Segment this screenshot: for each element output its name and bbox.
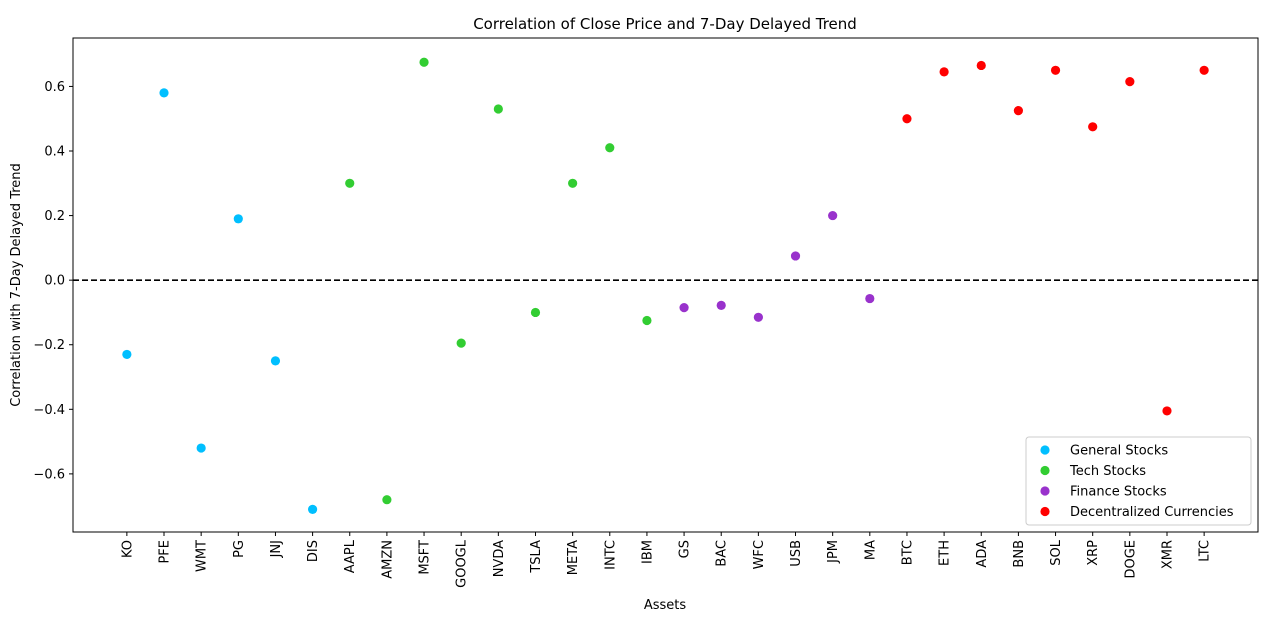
y-tick-label: −0.4 <box>33 403 65 418</box>
x-tick-label: MA <box>863 540 878 560</box>
data-point <box>1088 122 1098 132</box>
legend-box <box>1025 436 1252 526</box>
x-tick-label: DOGE <box>1123 540 1138 579</box>
x-tick-label: JNJ <box>269 540 284 558</box>
data-point <box>345 178 355 188</box>
data-point <box>530 307 541 318</box>
legend: General Stocks Tech Stocks Finance Stocks D… <box>1025 436 1252 526</box>
plot-frame <box>72 37 1259 533</box>
x-tick-label: JPM <box>826 540 841 564</box>
legend-marker <box>1040 465 1050 476</box>
x-tick-label: BTC <box>900 540 915 565</box>
x-tick-label: XMR <box>1160 540 1175 569</box>
legend-marker <box>1040 486 1050 496</box>
x-tick-label: XRP <box>1086 540 1101 566</box>
x-tick-label: INTC <box>603 540 618 570</box>
x-tick-label: AMZN <box>380 540 395 579</box>
x-tick-label: BAC <box>715 540 730 567</box>
data-point <box>753 312 763 322</box>
data-point <box>270 356 281 366</box>
legend-label: Decentralized Currencies <box>1070 505 1234 520</box>
x-tick-label: WMT <box>195 540 210 572</box>
data-point <box>122 349 132 360</box>
data-point <box>790 251 801 261</box>
data-point <box>716 300 726 310</box>
data-point <box>382 495 392 505</box>
x-tick-label: ADA <box>975 540 990 568</box>
x-tick-label: AAPL <box>343 539 358 573</box>
data-point <box>159 88 169 98</box>
data-point <box>1125 76 1135 87</box>
data-point <box>196 443 206 453</box>
legend-label: Finance Stocks <box>1070 485 1167 500</box>
x-tick-label: PG <box>232 540 247 558</box>
data-point <box>828 210 838 221</box>
x-tick-label: PFE <box>158 540 173 564</box>
y-tick-label: 0.6 <box>44 80 65 95</box>
x-tick-label: GS <box>678 540 693 558</box>
x-tick-label: WFC <box>752 540 767 569</box>
x-tick-label: KO <box>120 540 135 558</box>
x-tick-label: ETH <box>938 540 953 566</box>
chart-title: Correlation of Close Price and 7-Day Del… <box>473 15 857 33</box>
data-point <box>1162 406 1172 416</box>
data-point <box>493 104 503 114</box>
legend-marker <box>1040 506 1050 517</box>
y-tick-label: 0.2 <box>44 209 65 224</box>
y-tick-label: −0.6 <box>33 467 65 482</box>
data-point <box>976 60 986 71</box>
data-point <box>1050 65 1061 75</box>
x-axis-label: Assets <box>644 598 687 613</box>
x-tick-label: NVDA <box>492 540 507 577</box>
data-point <box>679 303 689 313</box>
y-tick-label: −0.2 <box>33 338 65 353</box>
x-tick-label: SOL <box>1049 539 1064 565</box>
x-tick-label: META <box>566 540 581 575</box>
data-point <box>642 315 652 326</box>
data-point <box>1199 65 1209 75</box>
x-tick-label: USB <box>789 540 804 567</box>
data-point <box>605 143 615 153</box>
data-point <box>233 214 243 224</box>
x-tick-label: LTC <box>1198 540 1213 562</box>
legend-label: Tech Stocks <box>1069 464 1146 479</box>
x-tick-label: GOOGL <box>455 539 470 588</box>
data-point <box>902 114 912 124</box>
x-tick-label: MSFT <box>418 540 433 575</box>
data-point <box>939 67 949 77</box>
x-tick-label: IBM <box>640 540 655 564</box>
data-point <box>308 504 318 514</box>
data-point <box>456 338 466 348</box>
data-point <box>419 57 429 67</box>
x-tick-label: BNB <box>1012 540 1027 568</box>
data-point <box>865 293 875 304</box>
x-tick-label: DIS <box>306 540 321 562</box>
data-point <box>1013 106 1023 116</box>
plot-area: −0.6 −0.4 −0.2 0.0 0.2 0.4 0.6 KO PFE WMT PG JNJ DIS… <box>33 37 1259 588</box>
x-tick-label: TSLA <box>529 540 544 574</box>
y-tick-label: 0.4 <box>44 145 65 160</box>
legend-label: General Stocks <box>1070 444 1168 459</box>
legend-marker <box>1040 445 1050 455</box>
y-axis-label: Correlation with 7-Day Delayed Trend <box>9 163 24 407</box>
data-point <box>568 178 578 188</box>
y-tick-label: 0.0 <box>44 274 65 289</box>
